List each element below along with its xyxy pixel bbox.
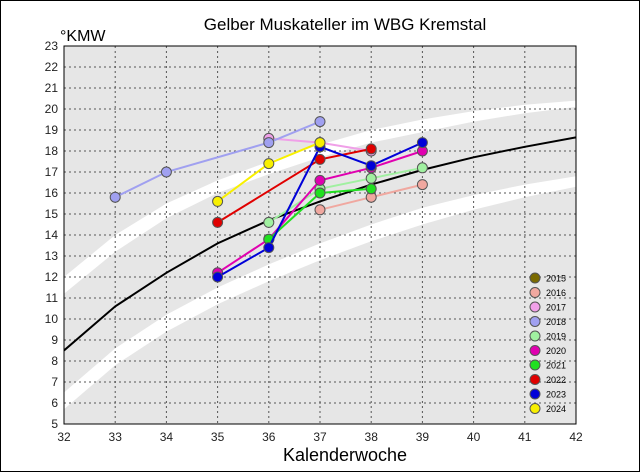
legend-marker-2023 xyxy=(529,388,541,400)
x-tick-label: 33 xyxy=(109,430,123,444)
x-tick-label: 41 xyxy=(518,430,532,444)
data-point-2018[interactable] xyxy=(263,137,275,149)
legend-marker-2017 xyxy=(529,301,541,313)
x-tick-label: 39 xyxy=(416,430,430,444)
data-point-2018[interactable] xyxy=(314,116,326,128)
y-tick-label: 6 xyxy=(51,396,58,410)
y-tick-label: 13 xyxy=(45,249,59,263)
series-2024 xyxy=(212,137,326,207)
y-tick-label: 16 xyxy=(45,186,59,200)
y-tick-label: 10 xyxy=(45,312,59,326)
legend-marker-2024 xyxy=(529,403,541,414)
y-tick-label: 22 xyxy=(45,60,59,74)
y-tick-label: 8 xyxy=(51,354,58,368)
data-point-2021[interactable] xyxy=(314,187,326,199)
legend-label-2024: 2024 xyxy=(546,404,566,414)
y-tick-label: 23 xyxy=(45,39,59,53)
x-axis-label: Kalenderwoche xyxy=(283,445,407,465)
y-tick-label: 14 xyxy=(45,228,59,242)
legend-marker-2020 xyxy=(529,345,541,356)
legend-marker-2015 xyxy=(529,272,541,284)
data-point-2022[interactable] xyxy=(212,216,224,228)
data-point-2016[interactable] xyxy=(314,204,326,216)
legend-marker-2022 xyxy=(529,374,541,385)
legend-label-2022: 2022 xyxy=(546,375,566,385)
y-tick-label: 5 xyxy=(51,417,58,431)
plot-border xyxy=(63,45,577,425)
legend-marker-2021 xyxy=(529,359,541,371)
legend-label-2023: 2023 xyxy=(546,390,566,400)
reference-curve-line xyxy=(64,136,576,352)
y-tick-label: 7 xyxy=(51,375,58,389)
x-tick-label: 34 xyxy=(160,430,174,444)
legend-label-2017: 2017 xyxy=(546,303,566,313)
x-tick-label: 35 xyxy=(211,430,225,444)
x-tick-label: 32 xyxy=(57,430,71,444)
series-line-2018 xyxy=(114,120,321,199)
data-point-2023[interactable] xyxy=(212,271,224,283)
y-tick-label: 18 xyxy=(45,144,59,158)
series-2016 xyxy=(314,179,428,216)
legend-label-2018: 2018 xyxy=(546,317,566,327)
x-tick-label: 40 xyxy=(467,430,481,444)
legend-label-2016: 2016 xyxy=(546,288,566,298)
data-point-2019[interactable] xyxy=(416,162,428,174)
data-point-2023[interactable] xyxy=(365,160,377,172)
data-point-2018[interactable] xyxy=(160,166,172,178)
y-tick-label: 9 xyxy=(51,333,58,347)
y-tick-labels: 5 6 7 8 9 10 11 12 13 14 15 16 17 18 19 20 21 22 23 xyxy=(45,39,59,431)
data-point-2024[interactable] xyxy=(263,158,275,170)
y-tick-label: 12 xyxy=(45,270,59,284)
y-tick-label: 20 xyxy=(45,102,59,116)
y-tick-label: 15 xyxy=(45,207,59,221)
x-tick-labels: 32 33 34 35 36 37 38 39 40 41 42 xyxy=(57,430,583,444)
series-2022 xyxy=(212,143,377,228)
x-tick-label: 37 xyxy=(313,430,327,444)
series-group xyxy=(109,116,428,283)
data-point-2023[interactable] xyxy=(263,242,275,254)
data-point-2016[interactable] xyxy=(416,179,428,191)
data-point-2021[interactable] xyxy=(365,183,377,195)
legend-label-2015: 2015 xyxy=(546,274,566,284)
grid-lines xyxy=(64,46,576,424)
x-tick-label: 42 xyxy=(569,430,583,444)
legend-marker-2019 xyxy=(529,330,541,342)
x-tick-label: 38 xyxy=(365,430,379,444)
chart-title: Gelber Muskateller im WBG Kremstal xyxy=(204,15,486,34)
data-point-2019[interactable] xyxy=(263,216,275,228)
y-axis-unit: °KMW xyxy=(60,28,106,45)
data-point-2019[interactable] xyxy=(365,172,377,184)
reference-curve xyxy=(64,136,576,352)
legend-marker-2018 xyxy=(529,316,541,327)
x-tick-label: 36 xyxy=(262,430,276,444)
legend-label-2020: 2020 xyxy=(546,346,566,356)
data-point-2024[interactable] xyxy=(212,195,224,207)
y-tick-label: 17 xyxy=(45,165,59,179)
y-tick-label: 21 xyxy=(45,81,59,95)
legend-label-2019: 2019 xyxy=(546,332,566,342)
data-point-2024[interactable] xyxy=(314,137,326,149)
data-point-2022[interactable] xyxy=(365,143,377,155)
legend: 2015 2016 2017 2018 2019 2020 2021 2022 2023 2024 xyxy=(529,272,566,414)
legend-label-2021: 2021 xyxy=(546,361,566,371)
series-2018 xyxy=(109,116,326,203)
legend-marker-2016 xyxy=(529,287,541,298)
data-point-2020[interactable] xyxy=(314,174,326,186)
series-line-2019 xyxy=(268,166,423,224)
data-point-2023[interactable] xyxy=(416,137,428,149)
y-tick-label: 11 xyxy=(46,291,59,305)
data-point-2018[interactable] xyxy=(109,191,121,203)
data-point-2022[interactable] xyxy=(314,153,326,165)
y-tick-label: 19 xyxy=(45,123,59,137)
